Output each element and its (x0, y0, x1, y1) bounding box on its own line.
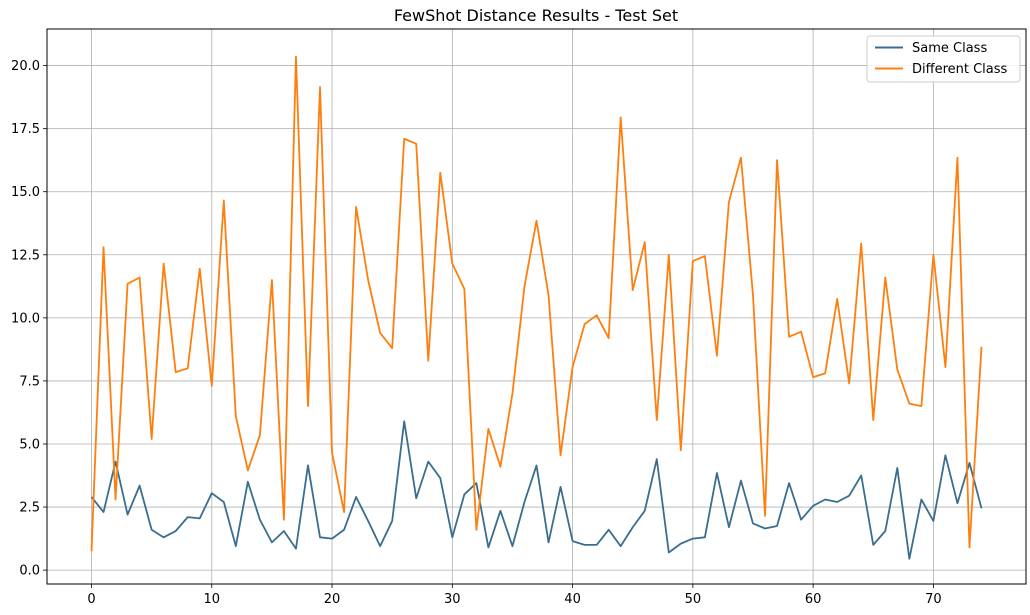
y-tick-label: 2.5 (19, 501, 40, 516)
x-tick-label: 40 (564, 592, 581, 607)
y-axis: 0.0 2.5 5.0 7.5 10.0 12.5 15.0 17.5 20.0 (11, 59, 47, 579)
x-tick-label: 50 (685, 592, 702, 607)
x-axis: 0 10 20 30 40 50 60 70 (87, 584, 942, 607)
chart-title: FewShot Distance Results - Test Set (394, 6, 678, 25)
legend-box (866, 35, 1021, 83)
series-line-different-class (90, 55, 983, 552)
y-tick-label: 15.0 (11, 185, 40, 200)
y-tick-label: 20.0 (11, 59, 40, 74)
y-tick-label: 5.0 (19, 437, 40, 452)
y-tick-label: 17.5 (11, 122, 40, 137)
series-line-same-class (90, 420, 983, 560)
x-tick-label: 10 (203, 592, 220, 607)
plot-area-frame (46, 28, 1027, 585)
x-tick-label: 30 (444, 592, 461, 607)
x-tick-label: 0 (87, 592, 95, 607)
x-tick-label: 70 (925, 592, 942, 607)
legend: Same Class Different Class (866, 35, 1021, 83)
y-tick-label: 10.0 (11, 311, 40, 326)
y-tick-label: 7.5 (19, 374, 40, 389)
grid (47, 29, 1026, 584)
legend-label-same-class: Same Class (912, 41, 987, 56)
x-tick-label: 20 (324, 592, 341, 607)
y-tick-label: 12.5 (11, 248, 40, 263)
legend-label-different-class: Different Class (912, 62, 1008, 77)
y-tick-label: 0.0 (19, 564, 40, 579)
series-lines (90, 55, 983, 560)
x-tick-label: 60 (805, 592, 822, 607)
